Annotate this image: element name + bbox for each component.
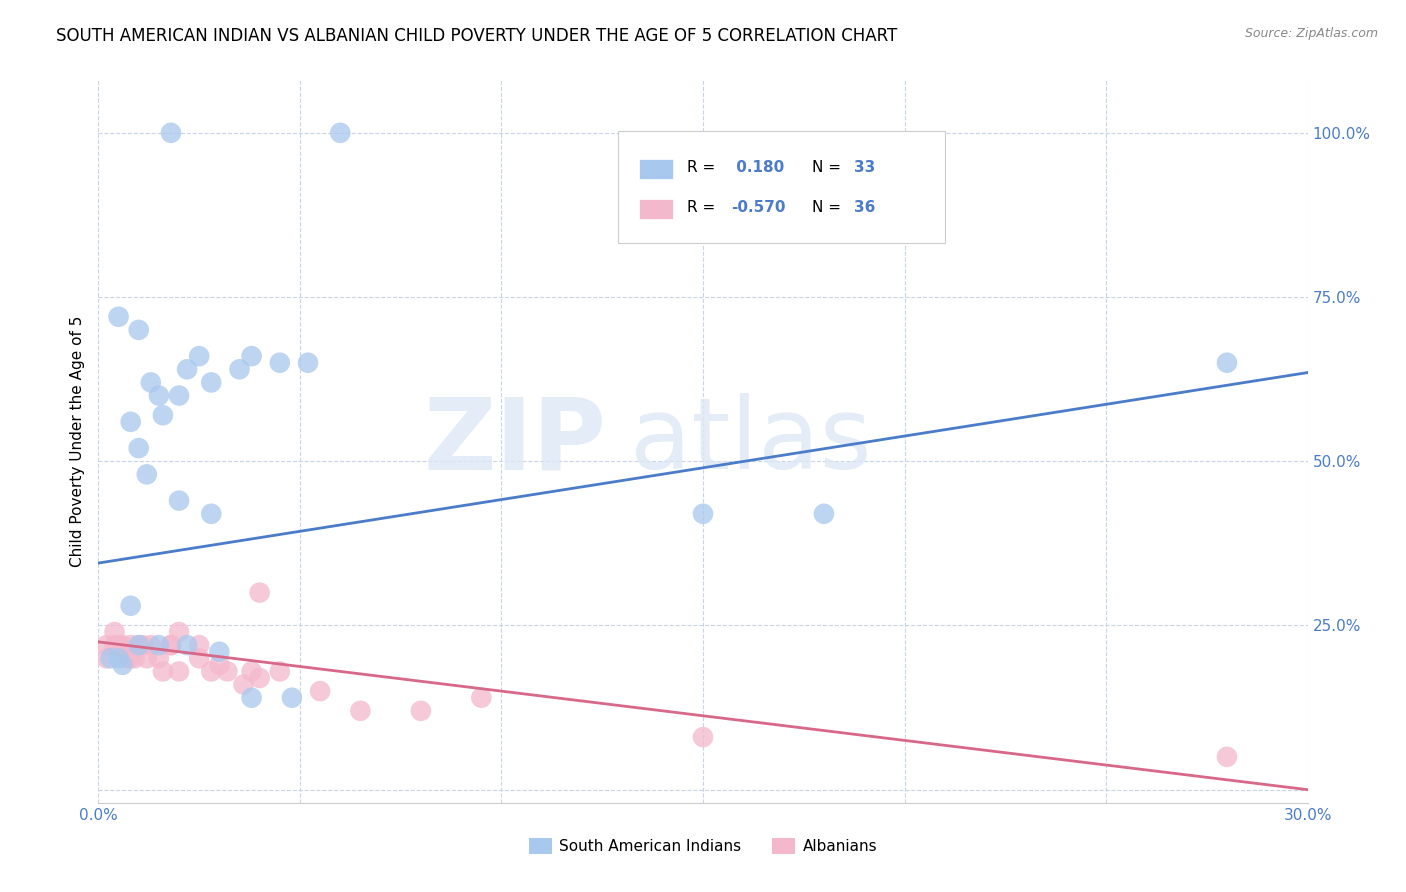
Point [188, 349, 211, 363]
Point [1216, 749, 1239, 764]
Text: atlas: atlas [630, 393, 872, 490]
Point [120, 415, 142, 429]
Point [232, 677, 254, 691]
Point [176, 638, 198, 652]
Point [148, 638, 170, 652]
Point [135, 467, 157, 482]
Point [120, 638, 142, 652]
Point [111, 657, 134, 672]
Text: 33: 33 [855, 161, 876, 175]
Point [240, 665, 263, 679]
Point [269, 665, 291, 679]
Point [107, 310, 129, 324]
Point [120, 651, 142, 665]
Point [692, 507, 714, 521]
Point [128, 638, 150, 652]
Point [208, 657, 231, 672]
Point [160, 638, 183, 652]
Point [813, 507, 835, 521]
Point [167, 665, 190, 679]
Text: ZIP: ZIP [423, 393, 606, 490]
Point [188, 638, 211, 652]
Point [148, 388, 170, 402]
Point [124, 651, 146, 665]
Point [167, 625, 190, 640]
Point [120, 599, 142, 613]
Point [217, 665, 239, 679]
Point [188, 651, 211, 665]
FancyBboxPatch shape [638, 159, 673, 179]
Point [111, 638, 134, 652]
Legend: South American Indians, Albanians: South American Indians, Albanians [523, 832, 883, 860]
Point [103, 625, 125, 640]
Point [100, 651, 122, 665]
Point [249, 671, 271, 685]
Text: N =: N = [811, 200, 845, 215]
Point [160, 638, 183, 652]
Point [128, 441, 150, 455]
Y-axis label: Child Poverty Under the Age of 5: Child Poverty Under the Age of 5 [69, 316, 84, 567]
Point [297, 356, 319, 370]
Text: -0.570: -0.570 [731, 200, 786, 215]
Point [96, 638, 118, 652]
Text: R =: R = [688, 200, 720, 215]
Point [132, 638, 155, 652]
Point [1216, 356, 1239, 370]
Point [470, 690, 492, 705]
Point [200, 376, 222, 390]
Text: Source: ZipAtlas.com: Source: ZipAtlas.com [1244, 27, 1378, 40]
Point [309, 684, 332, 698]
Point [115, 651, 138, 665]
Point [107, 638, 129, 652]
Text: 36: 36 [855, 200, 876, 215]
Text: N =: N = [811, 161, 845, 175]
Text: 0.180: 0.180 [731, 161, 785, 175]
Point [240, 349, 263, 363]
Point [96, 651, 118, 665]
Text: R =: R = [688, 161, 720, 175]
Point [228, 362, 250, 376]
Point [200, 665, 222, 679]
Point [107, 651, 129, 665]
Point [249, 585, 271, 599]
Point [103, 638, 125, 652]
Point [152, 665, 174, 679]
Point [139, 638, 162, 652]
Point [152, 409, 174, 423]
Point [135, 651, 157, 665]
Point [240, 690, 263, 705]
Point [208, 645, 231, 659]
Point [128, 323, 150, 337]
Point [349, 704, 371, 718]
Point [167, 388, 190, 402]
Point [176, 362, 198, 376]
Text: SOUTH AMERICAN INDIAN VS ALBANIAN CHILD POVERTY UNDER THE AGE OF 5 CORRELATION C: SOUTH AMERICAN INDIAN VS ALBANIAN CHILD … [56, 27, 897, 45]
Point [409, 704, 432, 718]
Point [281, 690, 304, 705]
Point [139, 376, 162, 390]
Point [692, 730, 714, 744]
FancyBboxPatch shape [619, 131, 945, 243]
FancyBboxPatch shape [638, 199, 673, 219]
Point [128, 638, 150, 652]
Point [160, 126, 183, 140]
Point [167, 493, 190, 508]
Point [200, 507, 222, 521]
Point [329, 126, 352, 140]
Point [148, 651, 170, 665]
Point [269, 356, 291, 370]
